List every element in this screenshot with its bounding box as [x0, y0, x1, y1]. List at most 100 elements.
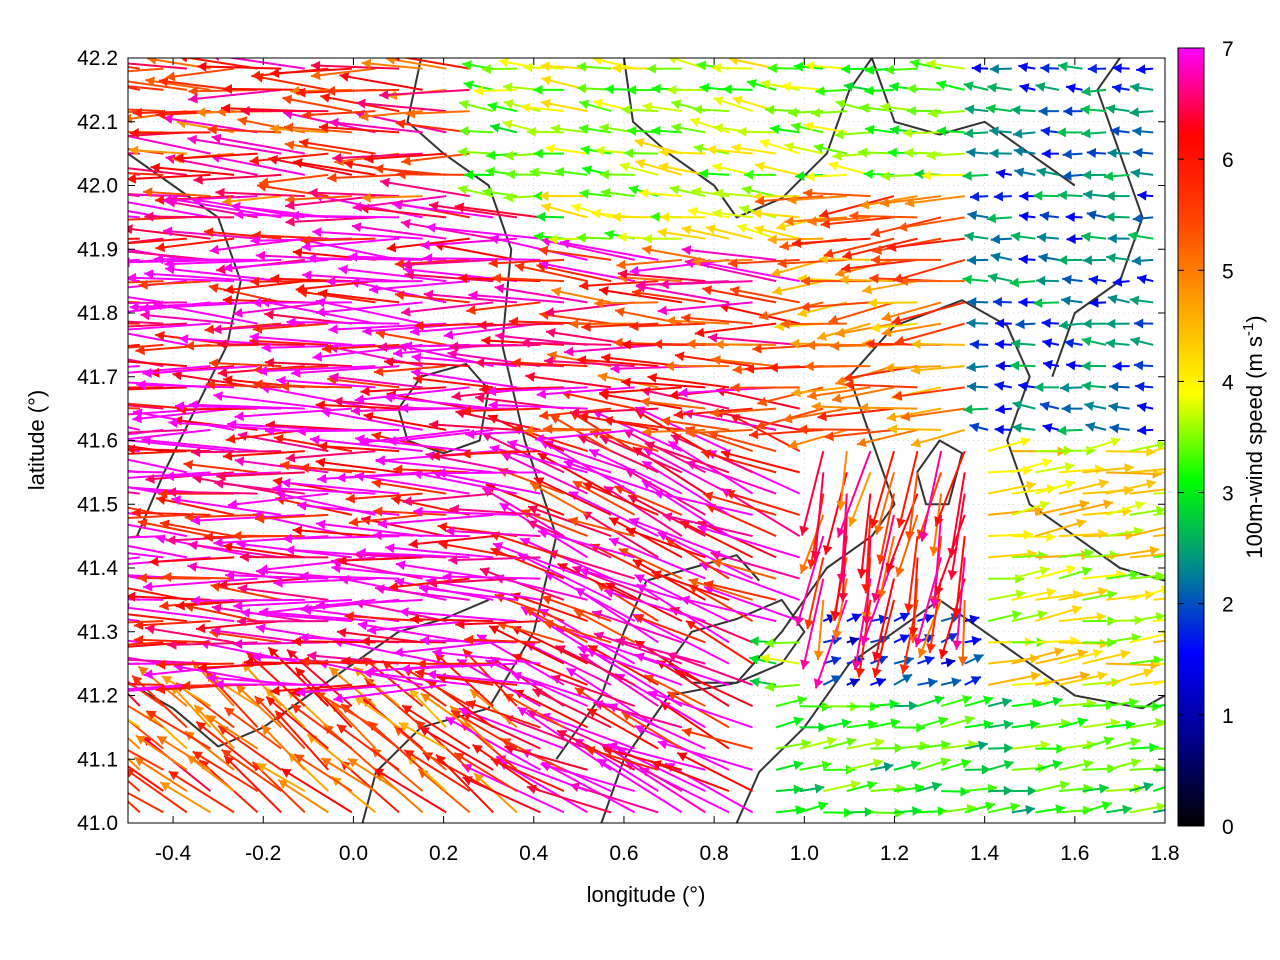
wind-arrow: [1014, 167, 1036, 178]
wind-arrow: [884, 64, 918, 75]
wind-arrow: [296, 683, 400, 698]
wind-arrow: [642, 233, 682, 244]
wind-arrow: [579, 567, 683, 601]
wind-arrow: [145, 709, 212, 750]
wind-arrow: [705, 503, 777, 538]
wind-arrow: [520, 337, 612, 348]
wind-arrow: [1153, 492, 1165, 495]
wind-arrow: [967, 297, 989, 307]
wind-arrow: [138, 279, 211, 290]
wind-arrow: [1011, 587, 1057, 601]
colorbar-label-main: 100m-wind speed (m s: [1242, 336, 1267, 559]
wind-arrow: [137, 518, 211, 538]
wind-arrow: [780, 319, 847, 329]
wind-arrow: [848, 472, 872, 527]
wind-arrow: [576, 61, 612, 72]
wind-arrow: [730, 382, 800, 393]
y-tick-label: 42.0: [77, 175, 118, 198]
wind-arrow: [862, 536, 872, 626]
wind-arrow: [1136, 64, 1154, 75]
wind-arrow: [619, 162, 659, 176]
wind-arrow: [832, 578, 848, 640]
wind-arrow: [681, 727, 753, 750]
wind-arrow: [426, 669, 541, 686]
wind-arrow: [240, 106, 329, 116]
wind-arrow: [1105, 758, 1141, 771]
wind-arrow: [909, 58, 942, 70]
wind-arrow: [537, 528, 635, 559]
wind-arrow: [490, 123, 518, 134]
wind-arrow: [544, 301, 635, 317]
wind-arrow: [627, 85, 659, 95]
wind-arrow: [737, 126, 777, 137]
wind-arrow: [429, 419, 517, 431]
wind-arrow: [657, 227, 706, 240]
wind-arrow: [884, 362, 942, 373]
wind-arrow: [702, 285, 777, 304]
wind-arrow: [813, 599, 825, 661]
wind-arrow: [828, 301, 895, 325]
wind-arrow: [840, 64, 871, 75]
wind-arrow: [490, 757, 565, 793]
wind-arrow: [540, 761, 635, 793]
wind-arrow: [214, 679, 329, 690]
wind-arrow: [418, 584, 518, 601]
wind-arrow: [893, 673, 913, 686]
wind-arrow: [917, 757, 951, 771]
wind-arrow: [492, 542, 588, 580]
wind-arrow: [428, 201, 518, 219]
wind-arrow: [963, 404, 989, 415]
wind-arrow: [767, 63, 800, 74]
wind-arrow: [892, 258, 965, 283]
wind-arrow: [445, 716, 541, 771]
wind-arrow: [769, 124, 800, 135]
wind-arrow: [1066, 234, 1083, 244]
wind-arrow: [635, 159, 683, 176]
wind-arrow: [279, 381, 352, 392]
wind-arrow: [940, 803, 977, 814]
wind-arrow: [886, 237, 965, 252]
wind-arrow: [804, 121, 847, 134]
wind-arrow: [1012, 128, 1036, 139]
wind-arrow: [964, 635, 982, 646]
wind-arrow: [171, 495, 282, 516]
wind-arrow: [640, 397, 706, 410]
wind-arrow: [928, 108, 965, 119]
wind-arrow: [299, 656, 376, 667]
wind-arrow: [705, 224, 753, 240]
wind-arrow: [1013, 146, 1036, 157]
wind-arrow: [667, 440, 754, 495]
wind-arrow: [187, 134, 282, 155]
wind-arrow: [557, 562, 636, 601]
wind-arrow: [576, 355, 659, 368]
wind-arrow: [1042, 338, 1060, 349]
wind-arrow: [232, 530, 305, 541]
wind-arrow: [1011, 698, 1042, 709]
wind-arrow: [128, 407, 211, 416]
wind-arrow: [685, 427, 753, 438]
wind-arrow: [285, 195, 376, 211]
y-tick-label: 41.1: [77, 748, 118, 771]
wind-arrow: [1106, 446, 1156, 457]
wind-arrow: [896, 450, 919, 529]
wind-arrow: [691, 256, 753, 267]
wind-arrow: [964, 653, 984, 665]
wind-arrow: [643, 447, 730, 495]
wind-arrow: [1106, 318, 1130, 329]
wind-arrow: [162, 195, 258, 206]
wind-arrow: [1081, 128, 1107, 139]
wind-arrow: [563, 459, 659, 495]
wind-arrow: [758, 301, 824, 321]
y-tick-label: 41.9: [77, 238, 118, 261]
wind-arrow: [128, 278, 140, 283]
wind-arrow: [128, 272, 235, 283]
wind-arrow: [128, 618, 140, 623]
wind-arrow: [128, 108, 164, 113]
wind-arrow: [215, 187, 305, 198]
wind-arrow: [911, 339, 965, 350]
wind-arrow: [252, 322, 329, 334]
wind-arrow: [222, 195, 282, 207]
wind-arrow: [1065, 212, 1083, 223]
wind-arrow: [964, 675, 982, 686]
wind-arrow: [296, 426, 400, 437]
